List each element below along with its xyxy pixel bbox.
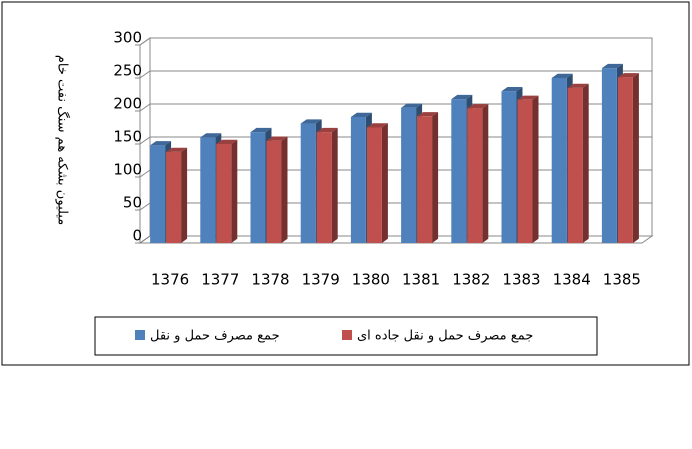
bar-top bbox=[300, 119, 322, 124]
bar bbox=[316, 132, 332, 243]
bar-side bbox=[432, 112, 439, 243]
bar-top bbox=[216, 139, 238, 144]
x-tick-label: 1380 bbox=[352, 271, 390, 289]
bar bbox=[401, 107, 417, 243]
bar bbox=[266, 140, 282, 243]
bar-side bbox=[181, 147, 188, 243]
bar-top bbox=[401, 103, 423, 108]
bar-top bbox=[501, 87, 523, 92]
bar-side bbox=[381, 123, 388, 243]
bar bbox=[366, 127, 382, 243]
bar bbox=[551, 78, 567, 243]
bar bbox=[250, 132, 266, 243]
bar-top bbox=[617, 73, 639, 78]
bar-side bbox=[231, 139, 238, 243]
bar bbox=[451, 99, 467, 244]
x-tick-label: 1377 bbox=[201, 271, 239, 289]
bar-top bbox=[350, 112, 372, 117]
y-tick-label: 250 bbox=[113, 62, 142, 80]
grid-line-side bbox=[139, 37, 151, 46]
bar bbox=[150, 145, 166, 243]
x-tick-label: 1382 bbox=[452, 271, 490, 289]
bar-side bbox=[532, 95, 539, 243]
bar bbox=[350, 116, 366, 243]
grid-line-side bbox=[139, 202, 151, 211]
legend-swatch bbox=[342, 330, 352, 340]
legend-swatch bbox=[135, 330, 145, 340]
bar bbox=[567, 87, 583, 244]
bar-top bbox=[517, 95, 539, 100]
bar bbox=[617, 77, 633, 243]
bar bbox=[216, 144, 232, 243]
grid-line-side bbox=[139, 235, 151, 244]
bar bbox=[300, 123, 316, 243]
bar-top bbox=[451, 94, 473, 100]
bar bbox=[200, 137, 216, 243]
y-tick-label: 100 bbox=[113, 161, 142, 179]
bar-side bbox=[482, 104, 489, 243]
bar-top bbox=[200, 133, 222, 138]
grid-line-side bbox=[139, 70, 151, 79]
y-tick-label: 50 bbox=[123, 194, 142, 212]
bar-top bbox=[567, 83, 589, 88]
legend-label: جمع مصرف حمل و نقل جاده ای bbox=[357, 329, 533, 344]
legend-label: جمع مصرف حمل و نقل bbox=[150, 329, 280, 344]
grid-line-side bbox=[139, 103, 151, 112]
grid-line-side bbox=[139, 169, 151, 178]
x-tick-label: 1379 bbox=[302, 271, 340, 289]
bar-side bbox=[582, 83, 589, 243]
y-tick-label: 150 bbox=[113, 128, 142, 146]
bar bbox=[601, 68, 617, 243]
y-tick-label: 300 bbox=[113, 29, 142, 47]
x-tick-label: 1378 bbox=[251, 271, 289, 289]
x-tick-label: 1376 bbox=[151, 271, 189, 289]
bar bbox=[417, 116, 433, 243]
bar bbox=[166, 151, 182, 243]
x-tick-label: 1381 bbox=[402, 271, 440, 289]
bar-top bbox=[417, 112, 439, 117]
bar bbox=[467, 108, 483, 243]
x-tick-label: 1385 bbox=[603, 271, 641, 289]
bar bbox=[517, 99, 533, 243]
grid-line-side bbox=[139, 136, 151, 145]
bar-side bbox=[281, 136, 288, 243]
y-tick-label: 0 bbox=[132, 227, 142, 245]
y-axis-label: میلیون بشکه هم سنگ نفت خام bbox=[55, 55, 71, 225]
bar-side bbox=[632, 73, 639, 243]
x-tick-label: 1383 bbox=[502, 271, 540, 289]
bar-top bbox=[366, 123, 388, 128]
bar-side bbox=[331, 127, 338, 243]
bar-top bbox=[266, 136, 288, 141]
bar-top bbox=[250, 127, 272, 133]
bar-top bbox=[150, 141, 172, 146]
bar-top bbox=[316, 127, 338, 133]
bar-top bbox=[601, 63, 623, 69]
bar-top bbox=[166, 147, 188, 152]
bar bbox=[501, 91, 517, 243]
y-tick-label: 200 bbox=[113, 95, 142, 113]
x-tick-label: 1384 bbox=[553, 271, 591, 289]
bar-top bbox=[551, 73, 573, 78]
bar-top bbox=[467, 104, 489, 109]
